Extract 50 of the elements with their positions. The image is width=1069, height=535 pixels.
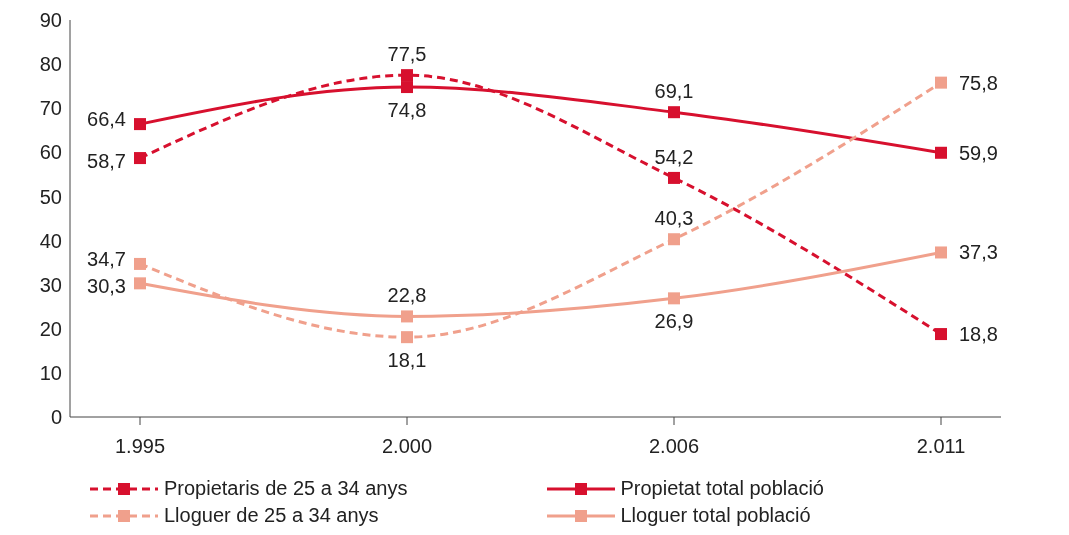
y-tick-label: 0 <box>50 406 62 429</box>
data-label: 40,3 <box>654 207 694 230</box>
data-label: 30,3 <box>87 275 126 298</box>
point <box>401 69 413 82</box>
data-label: 34,7 <box>87 247 126 270</box>
data-label: 58,7 <box>87 150 126 173</box>
x-tick-label: 2.000 <box>381 435 433 458</box>
point <box>935 328 947 341</box>
point <box>668 106 680 119</box>
point <box>935 246 947 259</box>
point <box>935 146 947 159</box>
y-tick-label: 30 <box>39 273 62 296</box>
x-tick-label: 2.011 <box>916 435 966 458</box>
point <box>668 233 680 246</box>
data-label: 18,1 <box>387 349 427 372</box>
y-tick-label: 80 <box>39 53 62 76</box>
data-label: 18,8 <box>959 323 998 346</box>
y-tick-label: 60 <box>39 141 62 164</box>
data-label: 69,1 <box>654 80 694 103</box>
point <box>668 292 680 305</box>
point <box>935 76 947 89</box>
point <box>134 277 146 290</box>
data-label: 37,3 <box>959 241 998 264</box>
point <box>401 331 413 344</box>
data-label: 54,2 <box>654 145 694 168</box>
data-label: 66,4 <box>87 108 126 131</box>
point <box>134 152 146 165</box>
point <box>401 310 413 323</box>
y-tick-label: 90 <box>39 9 62 32</box>
legend-label: Propietaris de 25 a 34 anys <box>164 477 408 500</box>
x-tick-label: 1.995 <box>114 435 166 458</box>
y-tick-label: 10 <box>39 361 62 384</box>
point <box>668 171 680 184</box>
point <box>401 81 413 94</box>
y-tick-label: 70 <box>39 97 62 120</box>
data-label: 22,8 <box>387 284 427 307</box>
point <box>134 118 146 131</box>
x-tick-label: 2.006 <box>648 435 700 458</box>
data-label: 74,8 <box>387 99 427 122</box>
legend-label: Propietat total població <box>620 477 824 500</box>
legend-label: Lloguer total població <box>620 504 811 527</box>
data-label: 75,8 <box>959 71 998 94</box>
y-tick-label: 40 <box>39 229 62 252</box>
data-label: 77,5 <box>387 43 427 66</box>
y-tick-label: 20 <box>39 317 62 340</box>
data-label: 59,9 <box>959 141 998 164</box>
legend-label: Lloguer de 25 a 34 anys <box>164 504 379 527</box>
y-tick-label: 50 <box>39 185 62 208</box>
point <box>134 257 146 270</box>
data-label: 26,9 <box>654 310 694 333</box>
